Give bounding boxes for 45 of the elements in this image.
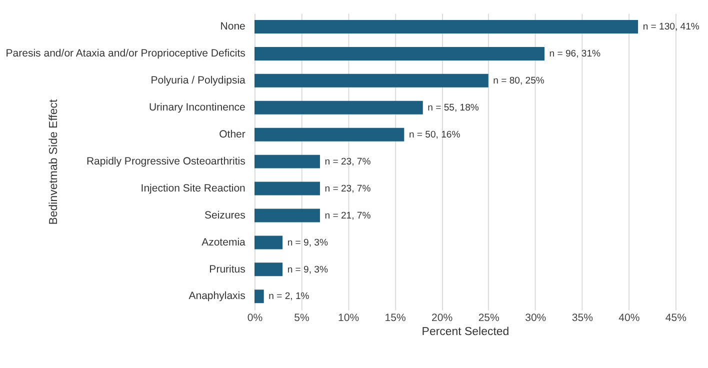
x-tick-label: 5% — [294, 312, 310, 324]
y-tick-label: Polyuria / Polydipsia — [150, 74, 246, 87]
y-tick-label: Anaphylaxis — [188, 290, 246, 302]
x-tick-label: 0% — [247, 312, 263, 324]
y-axis-title: Bedinvetmab Side Effect — [48, 98, 60, 225]
data-label: n = 2, 1% — [268, 291, 310, 302]
y-tick-label: Paresis and/or Ataxia and/or Proprioceptive Deficits — [6, 48, 246, 60]
y-tick-label: Pruritus — [209, 263, 246, 276]
data-label: n = 9, 3% — [287, 264, 328, 276]
x-tick-label: 15% — [384, 312, 406, 324]
y-tick-label: Rapidly Progressive Osteoarthritis — [86, 155, 246, 168]
data-label: n = 80, 25% — [493, 76, 545, 87]
x-tick-label: 45% — [665, 312, 686, 324]
data-label: n = 55, 18% — [428, 102, 480, 114]
bar — [254, 290, 264, 304]
bar — [254, 208, 320, 222]
bar — [254, 154, 320, 168]
bar — [254, 128, 404, 142]
x-tick-label: 10% — [338, 312, 360, 324]
y-tick-label: Other — [219, 128, 246, 140]
data-label: n = 21, 7% — [324, 210, 372, 222]
x-tick-label: 35% — [572, 312, 593, 324]
x-tick-label: 25% — [478, 312, 500, 324]
bar — [254, 236, 283, 250]
bar — [254, 100, 423, 114]
bar — [254, 182, 320, 196]
bar — [254, 74, 488, 88]
x-tick-label: 20% — [432, 312, 453, 324]
y-tick-label: Seizures — [204, 209, 246, 222]
data-label: n = 23, 7% — [324, 183, 372, 194]
data-label: n = 23, 7% — [324, 156, 372, 168]
y-tick-label: Urinary Incontinence — [148, 102, 246, 114]
bar — [254, 20, 638, 34]
x-tick-label: 30% — [525, 312, 546, 324]
bar — [254, 46, 544, 60]
x-tick-label: 40% — [618, 312, 640, 324]
y-tick-label: Azotemia — [202, 236, 246, 248]
data-label: n = 50, 16% — [408, 129, 461, 140]
data-label: n = 130, 41% — [642, 22, 700, 33]
data-label: n = 96, 31% — [549, 48, 602, 60]
bar — [254, 262, 283, 276]
x-axis-title: Percent Selected — [422, 326, 510, 338]
data-label: n = 9, 3% — [287, 237, 328, 248]
y-tick-label: None — [220, 20, 246, 33]
y-tick-label: Injection Site Reaction — [140, 182, 246, 194]
